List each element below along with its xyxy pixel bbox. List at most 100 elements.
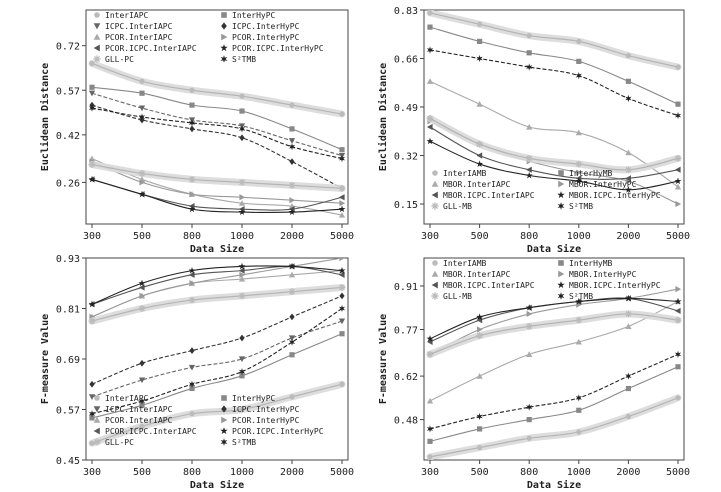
top-left-point-gll-pc-5000 bbox=[338, 184, 346, 192]
bottom-left-point-interiapc-500 bbox=[139, 423, 145, 429]
bottom-left-point-s-tmb-5000 bbox=[338, 304, 346, 313]
bottom-left-point-icpc-interhypc-2000 bbox=[289, 313, 295, 321]
bottom-left-point-s-tmb-500 bbox=[138, 397, 146, 405]
bottom-left-series-line-interhypc bbox=[91, 333, 343, 419]
bottom-right-chart: 300 500 800 1000 2000 5000 0.48 0.62 0.77 0.91 Dat… bbox=[378, 257, 690, 491]
top-right-point-mbor-interhypc-1000 bbox=[576, 169, 582, 176]
bottom-left-x-tick-label: 500 bbox=[133, 467, 151, 478]
top-left-point-pcor-interhypc-800 bbox=[189, 191, 196, 198]
top-left-point-s-tmb-500 bbox=[138, 113, 146, 121]
bottom-right-series-s-tmb bbox=[426, 350, 682, 433]
bottom-right-series-mbor-interiapc bbox=[426, 298, 682, 404]
bottom-left-chart: 300 500 800 1000 2000 5000 0.45 0.57 0.69 0.81 0.9… bbox=[40, 254, 354, 491]
top-right-point-gll-mb-800 bbox=[525, 154, 533, 162]
top-right-point-mbor-interiapc-2000 bbox=[625, 149, 632, 156]
bottom-left-point-interhypc-5000 bbox=[339, 331, 345, 337]
bottom-left-point-interiapc-1000 bbox=[239, 406, 245, 413]
bottom-right-legend-marker-s-tmb bbox=[557, 292, 565, 300]
bottom-left-legend-marker-icpc-interiapc bbox=[93, 406, 101, 413]
bottom-right-legend-entry: GLL-MB bbox=[431, 292, 472, 301]
bottom-left-point-icpc-interiapc-300 bbox=[88, 394, 96, 400]
top-left-legend-marker-s-tmb bbox=[220, 55, 228, 63]
top-right-point-gll-mb-2000 bbox=[625, 166, 632, 174]
bottom-left-legend-label: S²TMB bbox=[232, 438, 256, 447]
bottom-left-legend-entry: InterIAPC bbox=[94, 394, 149, 403]
top-right-x-tick-label: 5000 bbox=[666, 231, 690, 242]
bottom-right-point-gll-mb-5000 bbox=[674, 316, 682, 324]
top-right-x-tick-label: 500 bbox=[471, 231, 489, 242]
top-right-legend-entry: MBOR.ICPC.InterHyPC bbox=[557, 191, 661, 200]
bottom-left-y-tick-label: 0.45 bbox=[56, 456, 80, 467]
top-right-point-interhymb-5000 bbox=[675, 101, 681, 107]
top-left-y-tick-label: 0.26 bbox=[56, 178, 80, 189]
top-left-legend-marker-gll-pc bbox=[93, 55, 101, 63]
bottom-left-legend-marker-pcor-icpc-interiapc bbox=[93, 427, 100, 435]
bottom-right-plot-frame bbox=[423, 257, 685, 461]
bottom-left-legend-marker-interiapc bbox=[94, 395, 100, 401]
bottom-right-point-interiamb-800 bbox=[526, 435, 532, 441]
bottom-left-point-gll-pc-300 bbox=[88, 317, 96, 325]
top-left-point-interiapc-1000 bbox=[239, 93, 245, 99]
top-left-legend-entry: PCOR.ICPC.InterIAPC bbox=[93, 44, 197, 53]
top-left-legend-label: GLL-PC bbox=[105, 55, 134, 64]
top-right-point-mbor-icpc-interiapc-2000 bbox=[625, 175, 631, 182]
bottom-left-legend-marker-interhypc bbox=[221, 395, 227, 401]
top-left-x-tick-label: 800 bbox=[183, 231, 201, 242]
top-right-series-interiamb bbox=[426, 10, 682, 71]
top-right-point-mbor-icpc-interiapc-500 bbox=[476, 152, 483, 159]
bottom-right-plot-area bbox=[426, 285, 682, 460]
top-right-point-mbor-icpc-interhypc-1000 bbox=[575, 177, 583, 185]
bottom-right-legend-label: InterIAMB bbox=[443, 259, 487, 268]
bottom-right-legend-label: GLL-MB bbox=[443, 292, 472, 301]
bottom-right-legend-label: MBOR.InterIAPC bbox=[443, 270, 511, 279]
top-left-legend-entry: ICPC.InterHyPC bbox=[221, 22, 300, 31]
top-right-point-mbor-interhypc-5000 bbox=[675, 200, 682, 208]
bottom-left-x-tick-label: 800 bbox=[183, 467, 201, 478]
top-left-y-tick-label: 0.72 bbox=[56, 42, 80, 53]
bottom-left-point-gll-pc-2000 bbox=[288, 288, 296, 296]
bottom-left-point-interhypc-1000 bbox=[239, 373, 245, 379]
top-left-y-tick-label: 0.57 bbox=[56, 86, 80, 97]
top-right-series-line-s-tmb bbox=[429, 49, 679, 117]
top-left-series-line-interhypc bbox=[91, 86, 343, 151]
bottom-left-point-interiapc-800 bbox=[189, 411, 195, 417]
bottom-right-legend-label: S²TMB bbox=[569, 292, 593, 301]
top-right-point-mbor-icpc-interhypc-500 bbox=[476, 160, 484, 168]
bottom-right-legend-label: MBOR.ICPC.InterIAPC bbox=[443, 281, 535, 290]
top-left-point-icpc-interiapc-500 bbox=[138, 105, 146, 112]
top-left-point-pcor-interiapc-5000 bbox=[338, 211, 346, 218]
top-right-series-gll-mb bbox=[426, 114, 682, 174]
bottom-left-legend-marker-pcor-interhypc bbox=[221, 416, 228, 424]
top-left-point-pcor-icpc-interiapc-5000 bbox=[338, 194, 345, 201]
bottom-right-series-interiamb bbox=[426, 394, 682, 460]
bottom-right-point-mbor-interiapc-2000 bbox=[625, 323, 632, 329]
top-left-series-line-pcor-interiapc bbox=[91, 158, 343, 216]
top-right-y-tick-label: 0.15 bbox=[394, 200, 418, 211]
top-left-point-pcor-interhypc-500 bbox=[139, 179, 146, 186]
bottom-right-legend-marker-mbor-icpc-interiapc bbox=[431, 281, 438, 289]
top-right-point-interhymb-800 bbox=[526, 50, 532, 56]
bottom-left-legend-label: PCOR.InterIAPC bbox=[105, 416, 173, 425]
bottom-right-legend-label: InterHyMB bbox=[569, 259, 613, 268]
top-left-x-tick-label: 5000 bbox=[330, 231, 354, 242]
bottom-right-y-tick-label: 0.62 bbox=[394, 372, 418, 383]
top-left-point-s-tmb-800 bbox=[188, 119, 196, 127]
top-left-legend-entry: S²TMB bbox=[220, 55, 256, 64]
bottom-right-point-s-tmb-800 bbox=[526, 403, 533, 411]
top-left-point-interiapc-800 bbox=[189, 87, 195, 93]
bottom-right-point-interiamb-500 bbox=[477, 444, 483, 451]
top-left-legend-label: PCOR.ICPC.InterHyPC bbox=[232, 44, 324, 53]
bottom-left-y-tick-label: 0.81 bbox=[56, 305, 80, 316]
top-left-point-pcor-icpc-interiapc-800 bbox=[188, 203, 195, 210]
top-left-legend: InterIAPC InterHyPC ICPC.InterIAPC ICPC.Int… bbox=[93, 11, 324, 64]
top-right-point-mbor-icpc-interhypc-800 bbox=[525, 171, 533, 179]
bottom-left-legend-entry: PCOR.InterIAPC bbox=[93, 416, 173, 425]
top-left-legend-marker-interiapc bbox=[94, 12, 100, 18]
bottom-right-series-line-interhymb bbox=[429, 366, 679, 442]
top-left-legend-marker-pcor-icpc-interiapc bbox=[93, 44, 100, 52]
top-right-legend-marker-interiamb bbox=[432, 170, 438, 176]
top-right-legend: InterIAMB InterHyMB MBOR.InterIAPC MBOR.Int… bbox=[431, 169, 661, 211]
top-right-y-tick-label: 0.32 bbox=[394, 152, 418, 163]
bottom-left-point-interhypc-2000 bbox=[289, 352, 295, 358]
bottom-right-legend-marker-interiamb bbox=[432, 260, 438, 266]
